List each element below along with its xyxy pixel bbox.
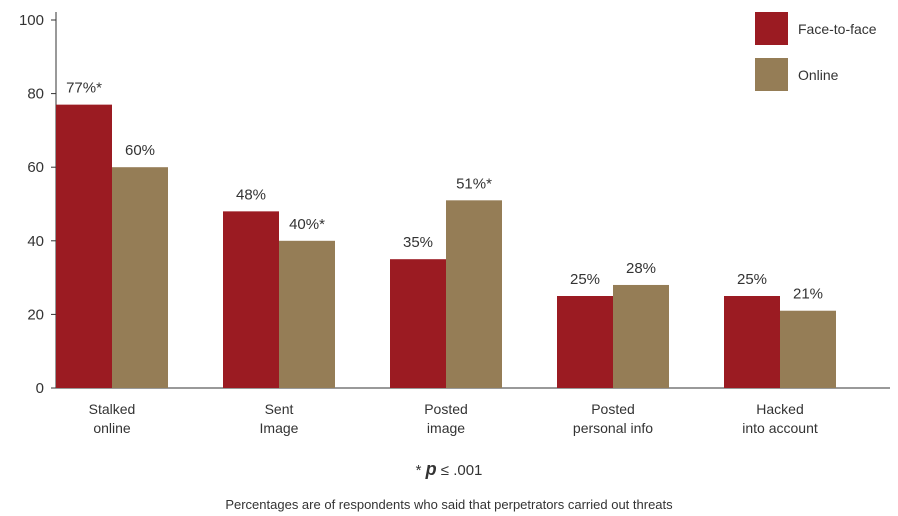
data-label: 35% (403, 234, 433, 251)
x-category-label: Sent Image (260, 401, 299, 436)
data-label: 40%* (289, 216, 325, 233)
data-label: 77%* (66, 80, 102, 97)
data-label: 25% (737, 271, 767, 288)
y-tick-label: 60 (27, 159, 44, 176)
legend-label-face-to-face: Face-to-face (798, 20, 877, 37)
x-category-label: Posted image (424, 401, 468, 436)
legend-item-online: Online (755, 58, 877, 91)
footnote-p: p (425, 459, 437, 479)
x-category-label: Hacked into account (742, 401, 818, 436)
bar-online (279, 240, 335, 388)
x-category-label: Posted personal info (573, 401, 653, 436)
footnote-suffix: ≤ .001 (436, 462, 483, 479)
bar-face-to-face (557, 296, 613, 388)
data-label: 28% (626, 260, 656, 277)
data-label: 60% (125, 142, 155, 159)
legend-label-online: Online (798, 66, 839, 83)
x-category-label: Stalked online (89, 401, 136, 436)
legend: Face-to-face Online (755, 12, 877, 104)
bar-online (780, 310, 836, 388)
chart-caption: Percentages are of respondents who said … (225, 497, 673, 512)
legend-swatch-face-to-face (755, 12, 788, 45)
bar-face-to-face (724, 296, 780, 388)
significance-footnote: * p ≤ .001 (0, 459, 898, 480)
y-tick-label: 80 (27, 86, 44, 103)
data-label: 21% (793, 286, 823, 303)
y-tick-label: 0 (36, 380, 44, 397)
data-label: 51%* (456, 175, 492, 192)
bar-online (613, 284, 669, 388)
bar-face-to-face (223, 211, 279, 388)
legend-swatch-online (755, 58, 788, 91)
footnote-prefix: * (415, 462, 426, 479)
bar-face-to-face (56, 104, 112, 388)
data-label: 25% (570, 271, 600, 288)
bar-online (446, 200, 502, 388)
y-tick-label: 20 (27, 306, 44, 323)
data-label: 48% (236, 186, 266, 203)
legend-item-face-to-face: Face-to-face (755, 12, 877, 45)
bar-online (112, 167, 168, 388)
y-tick-label: 100 (19, 12, 44, 29)
bar-face-to-face (390, 259, 446, 388)
bar-chart: 0 20 40 60 80 100 77%* 48% 35% 25% 25% 60% 40%* 51%*… (19, 12, 890, 436)
y-tick-label: 40 (27, 233, 44, 250)
